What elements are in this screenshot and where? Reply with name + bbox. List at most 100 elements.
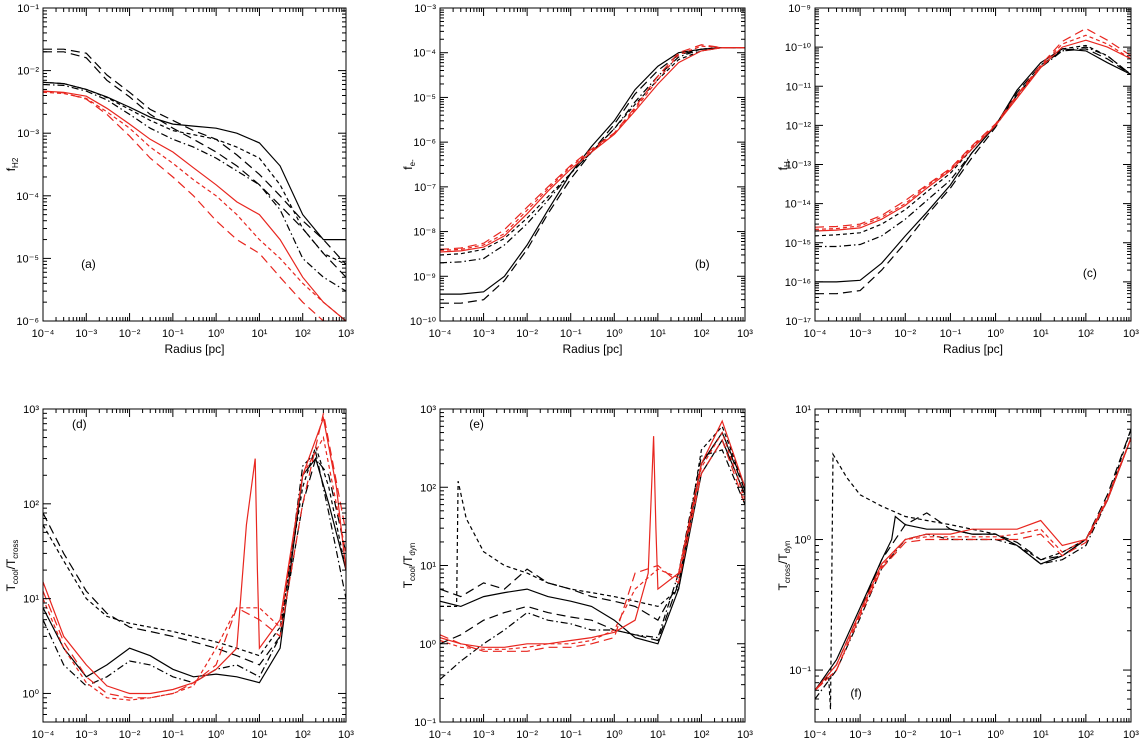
y-tick-label: 10⁻⁴ [16, 191, 39, 203]
x-tick-label: 10⁻¹ [560, 328, 582, 340]
series-line-black-long [440, 431, 745, 645]
series-group [440, 419, 745, 680]
x-tick-label: 10¹ [251, 729, 267, 741]
series-line-black-long [815, 48, 1131, 295]
y-tick-label: 10⁻⁹ [413, 271, 436, 283]
y-axis-label: Tcross/Tdyn [776, 540, 792, 590]
y-tick-label: 10⁻¹⁷ [785, 316, 811, 328]
series-group [43, 413, 346, 701]
y-tick-label: 10² [420, 482, 436, 494]
series-line-black-short [815, 429, 1131, 710]
x-tick-label: 10⁻³ [75, 328, 97, 340]
x-tick-label: 10⁰ [606, 729, 623, 741]
y-tick-label: 10⁻¹⁵ [785, 238, 811, 250]
x-tick-label: 10⁻² [516, 729, 538, 741]
y-tick-label: 10⁻¹ [17, 3, 39, 15]
y-tick-label: 10⁻³ [414, 3, 436, 15]
panel-e: 10⁻⁴ 10⁻³ 10⁻² 10⁻¹ 10⁰ 10¹ 10² 10³ 10⁻¹ 10⁰ 10¹ 10… [401, 404, 753, 746]
y-tick-label: 10⁰ [419, 639, 436, 651]
y-tick-label: 10⁻⁷ [414, 182, 436, 194]
y-tick-label: 10¹ [795, 404, 811, 416]
series-group [43, 48, 346, 321]
x-tick-label: 10³ [1123, 328, 1139, 340]
panel-c: 10⁻⁴ 10⁻³ 10⁻² 10⁻¹ 10⁰ 10¹ 10² 10³ 10⁻¹⁷ 10⁻¹⁶ 10… [776, 3, 1139, 356]
series-line-black-solid [815, 48, 1131, 283]
panel-label: (a) [81, 257, 96, 271]
series-line-black-short [815, 44, 1131, 237]
plot-frame [439, 7, 746, 322]
x-tick-label: 10⁻¹ [560, 729, 582, 741]
x-tick-label: 10¹ [650, 328, 666, 340]
y-tick-label: 10³ [420, 404, 436, 416]
series-line-red-long [815, 437, 1131, 691]
series-line-black-long [815, 428, 1131, 691]
y-tick-label: 10⁰ [794, 535, 811, 547]
y-axis-label: Tcool/Tdyn [401, 543, 417, 589]
series-line-black-short [43, 444, 346, 657]
plot-frame [42, 408, 347, 723]
x-tick-label: 10⁻¹ [162, 328, 184, 340]
series-line-black-dashdot [43, 450, 346, 687]
x-tick-label: 10² [693, 328, 709, 340]
y-tick-label: 10¹ [23, 594, 39, 606]
y-tick-label: 10⁻¹² [786, 120, 812, 132]
y-tick-label: 10³ [23, 404, 39, 416]
y-tick-label: 10⁻⁶ [413, 137, 436, 149]
y-tick-label: 10⁰ [22, 688, 39, 700]
x-tick-label: 10⁻⁴ [804, 328, 827, 340]
x-tick-label: 10² [295, 328, 311, 340]
series-group [815, 428, 1131, 710]
panel-label: (f) [850, 686, 861, 700]
x-tick-label: 10³ [338, 729, 354, 741]
y-axis-label: fe- [401, 159, 417, 170]
x-tick-label: 10¹ [650, 729, 666, 741]
series-line-black-dashdot [43, 83, 346, 292]
x-tick-label: 10⁻⁴ [804, 729, 827, 741]
x-tick-label: 10⁻⁴ [429, 729, 452, 741]
series-line-red-long [43, 413, 346, 699]
x-tick-label: 10³ [737, 729, 753, 741]
y-axis-label: Tcool/Tcross [4, 540, 20, 592]
y-tick-label: 10⁻⁵ [16, 253, 39, 265]
y-tick-label: 10⁻⁹ [788, 3, 811, 15]
panel-a: 10⁻⁴ 10⁻³ 10⁻² 10⁻¹ 10⁰ 10¹ 10² 10³ 10⁻⁶ 10⁻⁵ 10⁻⁴… [4, 3, 354, 356]
x-tick-label: 10¹ [1033, 328, 1049, 340]
series-line-black-long [43, 457, 346, 666]
x-tick-label: 10⁻¹ [940, 328, 962, 340]
panel-b: 10⁻⁴ 10⁻³ 10⁻² 10⁻¹ 10⁰ 10¹ 10² 10³ 10⁻¹⁰ 10⁻⁹ 10⁻… [401, 3, 753, 356]
y-tick-label: 10⁻¹⁰ [785, 42, 812, 54]
series-line-red-solid [43, 415, 346, 695]
series-line-black-dashdot [440, 47, 745, 264]
y-tick-label: 10⁻¹⁴ [785, 199, 812, 211]
y-axis-label: fH2 [4, 157, 20, 171]
y-tick-label: 10⁻⁴ [413, 48, 436, 60]
y-tick-label: 10¹ [420, 561, 436, 573]
y-tick-label: 10⁻⁸ [413, 227, 436, 239]
panel-d: 10⁻⁴ 10⁻³ 10⁻² 10⁻¹ 10⁰ 10¹ 10² 10³ 10⁰ 10¹ 10² 10³… [4, 404, 354, 746]
x-tick-label: 10⁻² [119, 729, 141, 741]
x-axis-label: Radius [pc] [562, 342, 622, 356]
x-tick-label: 10⁰ [987, 328, 1004, 340]
plot-frame [814, 408, 1132, 723]
y-tick-label: 10⁻¹¹ [786, 81, 812, 93]
y-tick-label: 10⁻¹ [414, 717, 436, 729]
x-axis-label: Radius [pc] [943, 342, 1003, 356]
series-line-red-long [815, 27, 1131, 228]
series-line-black-dashdot [815, 437, 1131, 700]
y-tick-label: 10⁻² [17, 66, 39, 78]
panel-label: (c) [1083, 266, 1097, 280]
x-tick-label: 10⁻² [894, 729, 916, 741]
x-tick-label: 10³ [338, 328, 354, 340]
series-line-black-solid [815, 437, 1131, 691]
series-line-red-short [43, 435, 346, 701]
x-tick-label: 10⁻⁴ [32, 328, 55, 340]
x-tick-label: 10⁻³ [473, 328, 495, 340]
series-line-black-long [440, 431, 745, 622]
x-tick-label: 10² [1078, 729, 1094, 741]
x-tick-label: 10² [693, 729, 709, 741]
x-tick-label: 10⁰ [987, 729, 1004, 741]
panel-label: (e) [469, 417, 484, 431]
series-line-black-solid [440, 438, 745, 645]
y-tick-label: 10⁻¹⁶ [785, 277, 811, 289]
